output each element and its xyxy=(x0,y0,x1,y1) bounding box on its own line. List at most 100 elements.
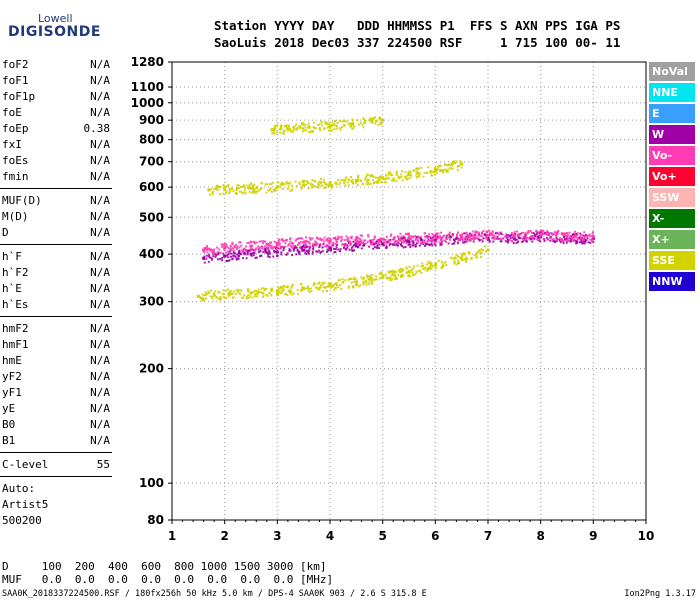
echo-mark-sse xyxy=(228,291,231,294)
echo-mark-vo- xyxy=(492,234,495,237)
echo-mark-w xyxy=(280,253,283,256)
echo-mark-vo- xyxy=(249,241,252,244)
echo-mark-w xyxy=(478,233,481,236)
echo-mark-vo- xyxy=(424,236,427,239)
echo-mark-w xyxy=(440,243,443,246)
echo-mark-sse xyxy=(285,180,288,183)
echo-mark-vo- xyxy=(549,232,552,235)
echo-mark-vo- xyxy=(493,238,496,241)
echo-mark-sse xyxy=(369,117,372,120)
echo-mark-vo- xyxy=(344,244,347,247)
echo-mark-sse xyxy=(233,290,236,293)
echo-mark-sse xyxy=(273,189,276,192)
echo-mark-sse xyxy=(335,283,338,286)
echo-mark-w xyxy=(264,249,267,252)
echo-mark-w xyxy=(420,242,423,245)
echo-mark-w xyxy=(289,249,292,252)
echo-mark-sse xyxy=(256,190,259,193)
echo-mark-sse xyxy=(377,179,380,182)
echo-mark-vo- xyxy=(364,242,367,245)
echo-mark-vo- xyxy=(349,244,352,247)
echo-mark-sse xyxy=(245,184,248,187)
echo-mark-sse xyxy=(408,274,411,277)
echo-mark-sse xyxy=(265,183,268,186)
echo-mark-w xyxy=(267,251,270,254)
echo-mark-sse xyxy=(394,275,397,278)
echo-mark-sse xyxy=(229,290,232,293)
data-point-sse xyxy=(328,284,332,288)
echo-mark-w xyxy=(306,249,309,252)
echo-mark-vo- xyxy=(223,246,226,249)
echo-mark-sse xyxy=(290,290,293,293)
echo-mark-vo- xyxy=(307,246,310,249)
echo-mark-sse xyxy=(320,181,323,184)
echo-mark-vo- xyxy=(426,236,429,239)
echo-mark-w xyxy=(436,235,439,238)
echo-mark-sse xyxy=(361,183,364,186)
echo-mark-sse xyxy=(318,288,321,291)
echo-mark-sse xyxy=(317,282,320,285)
echo-mark-sse xyxy=(257,288,260,291)
echo-mark-sse xyxy=(388,270,391,273)
echo-mark-sse xyxy=(329,129,332,132)
echo-mark-vo- xyxy=(432,238,435,241)
echo-mark-vo- xyxy=(448,233,451,236)
echo-mark-vo- xyxy=(524,236,527,239)
echo-mark-sse xyxy=(236,184,239,187)
echo-mark-vo- xyxy=(403,237,406,240)
echo-mark-vo- xyxy=(282,240,285,243)
echo-mark-sse xyxy=(302,122,305,125)
y-tick-label: 100 xyxy=(139,476,164,490)
echo-mark-sse xyxy=(377,177,380,180)
echo-mark-vo- xyxy=(385,242,388,245)
echo-mark-sse xyxy=(402,269,405,272)
echo-mark-sse xyxy=(455,160,458,163)
echo-mark-w xyxy=(242,257,245,260)
plot-marks xyxy=(196,116,595,302)
echo-mark-sse xyxy=(485,249,488,252)
echo-mark-sse xyxy=(341,120,344,123)
echo-mark-sse xyxy=(347,122,350,125)
echo-mark-sse xyxy=(335,124,338,127)
echo-mark-vo- xyxy=(448,238,451,241)
echo-mark-vo- xyxy=(337,237,340,240)
echo-mark-sse xyxy=(244,186,247,189)
echo-mark-vo- xyxy=(361,241,364,244)
echo-mark-sse xyxy=(443,168,446,171)
echo-mark-sse xyxy=(356,119,359,122)
echo-mark-vo- xyxy=(508,238,511,241)
echo-mark-sse xyxy=(383,177,386,180)
echo-mark-sse xyxy=(267,189,270,192)
echo-mark-sse xyxy=(208,193,211,196)
echo-mark-sse xyxy=(332,123,335,126)
echo-mark-w xyxy=(430,242,433,245)
echo-mark-sse xyxy=(382,274,385,277)
echo-mark-vo- xyxy=(329,238,332,241)
echo-mark-vo- xyxy=(524,232,527,235)
echo-mark-sse xyxy=(317,123,320,126)
echo-mark-sse xyxy=(323,281,326,284)
echo-mark-vo- xyxy=(530,231,533,234)
echo-mark-sse xyxy=(248,187,251,190)
echo-mark-vo- xyxy=(364,239,367,242)
echo-mark-sse xyxy=(466,257,469,260)
echo-mark-w xyxy=(234,252,237,255)
echo-mark-sse xyxy=(333,288,336,291)
echo-mark-w xyxy=(277,247,280,250)
echo-mark-sse xyxy=(287,185,290,188)
echo-mark-sse xyxy=(464,253,467,256)
echo-mark-sse xyxy=(265,293,268,296)
echo-mark-sse xyxy=(445,264,448,267)
echo-mark-vo- xyxy=(438,241,441,244)
echo-mark-sse xyxy=(276,185,279,188)
echo-mark-w xyxy=(589,241,592,244)
echo-mark-sse xyxy=(431,170,434,173)
echo-mark-sse xyxy=(290,286,293,289)
echo-mark-w xyxy=(297,251,300,254)
param-name: yF1 xyxy=(2,386,22,399)
echo-mark-vo- xyxy=(457,238,460,241)
echo-mark-vo- xyxy=(502,237,505,240)
y-tick-label: 900 xyxy=(139,113,164,127)
echo-mark-vo- xyxy=(356,243,359,246)
echo-mark-sse xyxy=(334,282,337,285)
